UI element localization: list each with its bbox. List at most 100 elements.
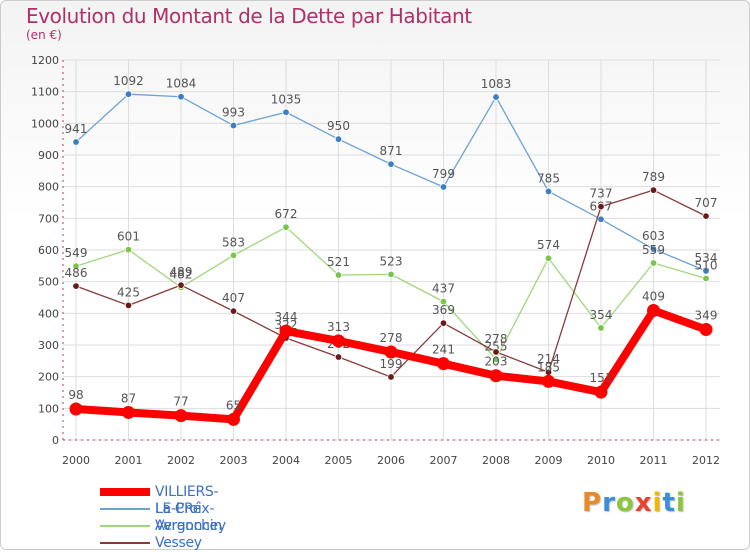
data-label: 950 <box>327 119 350 133</box>
data-label: 354 <box>590 308 613 322</box>
data-point <box>69 402 83 416</box>
data-point <box>702 267 710 275</box>
y-tick-label: 800 <box>38 181 59 194</box>
x-tick-label: 2003 <box>220 454 248 467</box>
data-label: 214 <box>537 352 560 366</box>
x-tick-label: 2005 <box>325 454 353 467</box>
data-label: 344 <box>275 310 298 324</box>
data-point <box>544 187 553 196</box>
data-label: 489 <box>170 265 193 279</box>
data-point <box>384 345 398 359</box>
legend-label: Vessey <box>155 535 202 551</box>
data-point <box>229 251 238 260</box>
data-label: 486 <box>65 266 88 280</box>
logo-letter: r <box>602 488 616 518</box>
legend-label: VILLIERS-LE-PRé <box>155 484 219 517</box>
data-point <box>177 281 185 289</box>
legend-swatch <box>100 508 150 510</box>
data-label: 87 <box>121 391 136 405</box>
data-label: 203 <box>485 355 508 369</box>
data-label: 278 <box>485 332 508 346</box>
data-point <box>124 245 133 254</box>
proxiti-logo: Proxiti <box>582 488 686 518</box>
data-point <box>649 186 658 194</box>
x-tick-label: 2008 <box>482 454 510 467</box>
data-point <box>702 274 710 283</box>
data-label: 369 <box>432 303 455 317</box>
data-point <box>439 319 448 327</box>
chart-subtitle: (en €) <box>26 28 62 42</box>
data-point <box>334 271 343 279</box>
x-tick-label: 2004 <box>272 454 300 467</box>
data-label: 523 <box>380 254 403 268</box>
data-label: 521 <box>327 255 350 269</box>
data-label: 510 <box>695 259 718 273</box>
data-point <box>699 322 713 336</box>
data-point <box>282 108 290 116</box>
logo-letter: t <box>662 488 676 518</box>
data-point <box>702 212 710 220</box>
y-tick-label: 1100 <box>31 86 59 99</box>
data-point <box>174 409 188 423</box>
y-tick-label: 600 <box>38 244 59 257</box>
data-label: 407 <box>222 291 245 305</box>
data-label: 77 <box>173 395 188 409</box>
x-tick-label: 2002 <box>167 454 195 467</box>
data-label: 737 <box>590 187 613 201</box>
y-tick-label: 200 <box>38 371 59 384</box>
data-point <box>542 374 555 388</box>
x-tick-label: 2010 <box>587 454 615 467</box>
data-point <box>229 307 238 315</box>
data-point <box>492 348 500 356</box>
data-label: 549 <box>65 246 88 260</box>
data-label: 583 <box>222 235 245 249</box>
chart-title: Evolution du Montant de la Dette par Hab… <box>26 4 472 28</box>
data-label: 601 <box>117 230 140 244</box>
y-tick-label: 1000 <box>31 117 59 130</box>
data-point <box>279 324 293 338</box>
data-label: 255 <box>485 339 508 353</box>
legend-swatch <box>100 542 150 544</box>
x-tick-label: 2007 <box>430 454 458 467</box>
legend-swatch <box>100 488 150 496</box>
data-label: 707 <box>695 196 718 210</box>
y-tick-label: 400 <box>38 307 59 320</box>
data-point <box>387 270 395 279</box>
y-tick-label: 100 <box>38 402 59 415</box>
data-point <box>597 202 605 211</box>
data-point <box>594 385 608 399</box>
x-tick-label: 2006 <box>377 454 405 467</box>
data-label: 65 <box>226 398 241 412</box>
data-point <box>437 357 450 371</box>
logo-letter: x <box>634 488 653 518</box>
y-tick-label: 700 <box>38 212 59 225</box>
data-label: 871 <box>380 144 403 158</box>
data-label: 603 <box>642 229 665 243</box>
data-point <box>489 369 503 383</box>
data-label: 1083 <box>481 77 512 91</box>
data-point <box>492 355 500 363</box>
legend-label: La Croix-Avranchin <box>155 501 222 534</box>
data-label: 789 <box>642 170 665 184</box>
data-point <box>597 215 605 223</box>
data-point <box>647 303 660 317</box>
data-point <box>387 160 395 168</box>
data-label: 199 <box>380 357 403 371</box>
y-tick-label: 0 <box>52 434 59 447</box>
data-point <box>334 353 343 361</box>
y-tick-label: 1200 <box>31 54 59 67</box>
data-point <box>72 262 80 270</box>
data-label: 559 <box>642 243 665 257</box>
data-point <box>124 301 133 310</box>
data-label: 98 <box>68 388 83 402</box>
data-point <box>439 297 448 306</box>
data-label: 349 <box>695 308 718 322</box>
data-label: 993 <box>222 106 245 120</box>
data-label: 151 <box>590 371 613 385</box>
data-label: 534 <box>695 251 718 265</box>
data-point <box>177 93 185 101</box>
data-point <box>597 324 605 332</box>
x-tick-label: 2001 <box>115 454 143 467</box>
data-label: 409 <box>642 289 665 303</box>
data-point <box>122 405 135 419</box>
